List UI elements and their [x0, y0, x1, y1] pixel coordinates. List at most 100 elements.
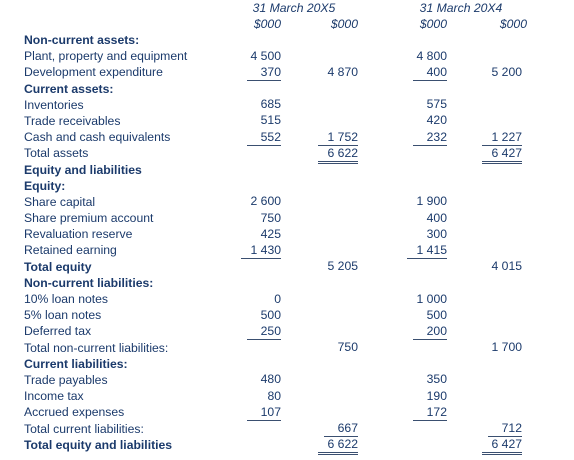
section-heading-row: Non-current liabilities: [0, 275, 574, 291]
line-item-row: 5% loan notes 500 500 [0, 307, 574, 323]
amount-cell: 685 [260, 97, 281, 112]
line-item-label: Share capital [24, 194, 96, 209]
line-item-row: Trade payables 480 350 [0, 372, 574, 388]
line-item-label: Accrued expenses [24, 405, 125, 420]
amount-cell: 5 200 [491, 64, 523, 79]
amount-cell: 1 900 [416, 194, 448, 209]
amount-cell: 712 [488, 421, 522, 437]
section-heading: Total equity and liabilities [24, 437, 173, 452]
amount-cell: 1 752 [318, 130, 358, 146]
line-item-row: 10% loan notes 0 1 000 [0, 291, 574, 307]
amount-cell: 500 [260, 307, 281, 322]
amount-cell: 575 [426, 97, 447, 112]
amount-cell: 80 [267, 388, 281, 403]
line-item-row: Cash and cash equivalents 552 1 752 232 1 22… [0, 129, 574, 146]
amount-cell: 420 [426, 113, 447, 128]
amount-cell: 6 622 [318, 437, 358, 456]
unit-header: $000 [499, 17, 527, 31]
line-item-row: Total assets 6 622 6 427 [0, 145, 574, 164]
line-item-label: Total non-current liabilities: [24, 340, 169, 355]
line-item-row: Development expenditure 370 4 870 400 5 200 [0, 64, 574, 81]
period-header-20x4: 31 March 20X4 [419, 1, 503, 15]
unit-header: $000 [330, 17, 358, 31]
section-heading-row: Current liabilities: [0, 356, 574, 372]
line-item-row: Retained earning 1 430 1 415 [0, 242, 574, 259]
amount-cell: 4 870 [327, 64, 359, 79]
amount-cell: 2 600 [250, 194, 282, 209]
amount-cell: 515 [260, 113, 281, 128]
section-heading: Current liabilities: [24, 356, 128, 371]
section-heading: Current assets: [24, 81, 114, 96]
section-heading-row: Equity: [0, 178, 574, 194]
amount-cell: 1 430 [241, 243, 281, 259]
amount-cell: 200 [413, 324, 447, 340]
line-item-row: Plant, property and equipment 4 500 4 800 [0, 48, 574, 64]
amount-cell: 107 [247, 405, 281, 421]
amount-cell: 250 [247, 324, 281, 340]
section-heading: Non-current liabilities: [24, 275, 154, 290]
section-heading: Equity: [24, 178, 66, 193]
line-item-row: Deferred tax 250 200 [0, 323, 574, 340]
amount-cell: 4 015 [491, 259, 523, 274]
section-heading-row: Total equity 5 205 4 015 [0, 259, 574, 275]
line-item-label: 5% loan notes [24, 308, 102, 323]
amount-cell: 667 [324, 421, 358, 437]
amount-cell: 300 [426, 226, 447, 241]
line-item-label: Total current liabilities: [24, 421, 144, 436]
amount-cell: 232 [413, 130, 447, 146]
section-heading-row: Total equity and liabilities 6 622 6 427 [0, 437, 574, 456]
line-item-label: Retained earning [24, 243, 117, 258]
amount-cell: 400 [413, 65, 447, 81]
line-item-row: Accrued expenses 107 172 [0, 404, 574, 421]
amount-cell: 500 [426, 307, 447, 322]
line-item-label: 10% loan notes [24, 292, 109, 306]
line-item-label: Trade receivables [24, 113, 121, 128]
unit-header: $000 [253, 17, 281, 31]
amount-cell: 750 [337, 340, 358, 355]
amount-cell: 750 [260, 210, 281, 225]
line-item-label: Share premium account [24, 211, 154, 226]
line-item-row: Total non-current liabilities: 750 1 700 [0, 340, 574, 356]
line-item-label: Total assets [24, 146, 89, 161]
amount-cell: 6 427 [482, 146, 522, 164]
line-item-row: Income tax 80 190 [0, 388, 574, 404]
amount-cell: 190 [426, 388, 447, 403]
line-item-row: Share capital 2 600 1 900 [0, 194, 574, 210]
amount-cell: 350 [426, 372, 447, 387]
period-header-20x5: 31 March 20X5 [252, 1, 336, 15]
amount-cell: 0 [274, 291, 281, 306]
amount-cell: 1 700 [491, 340, 523, 355]
amount-cell: 400 [426, 210, 447, 225]
section-heading: Total equity [24, 259, 92, 274]
amount-cell: 4 800 [416, 48, 448, 63]
line-item-row: Total current liabilities: 667 712 [0, 421, 574, 437]
amount-cell: 1 415 [407, 243, 447, 259]
line-item-label: Inventories [24, 97, 84, 112]
line-item-row: Inventories 685 575 [0, 97, 574, 113]
amount-cell: 4 500 [250, 48, 282, 63]
amount-cell: 1 227 [482, 130, 522, 146]
amount-cell: 552 [247, 130, 281, 146]
line-item-row: Revaluation reserve 425 300 [0, 226, 574, 242]
amount-cell: 480 [260, 372, 281, 387]
section-heading-row: Current assets: [0, 81, 574, 97]
amount-cell: 1 000 [416, 291, 448, 306]
amount-cell: 5 205 [327, 259, 359, 274]
section-heading: Equity and liabilities [24, 162, 142, 177]
section-heading-row: Non-current assets: [0, 32, 574, 48]
line-item-label: Income tax [24, 389, 84, 404]
unit-header: $000 [419, 17, 447, 31]
amount-cell: 172 [413, 405, 447, 421]
amount-cell: 425 [260, 226, 281, 241]
section-heading-row: Equity and liabilities [0, 162, 574, 178]
amount-cell: 6 427 [482, 437, 522, 456]
amount-cell: 370 [247, 65, 281, 81]
line-item-row: Trade receivables 515 420 [0, 113, 574, 129]
line-item-label: Revaluation reserve [24, 227, 133, 242]
section-heading: Non-current assets: [24, 33, 140, 47]
line-item-row: Share premium account 750 400 [0, 210, 574, 226]
line-item-label: Cash and cash equivalents [24, 130, 171, 145]
line-item-label: Development expenditure [24, 65, 163, 80]
statement-rows: Non-current assets: Plant, property and e… [0, 32, 574, 456]
